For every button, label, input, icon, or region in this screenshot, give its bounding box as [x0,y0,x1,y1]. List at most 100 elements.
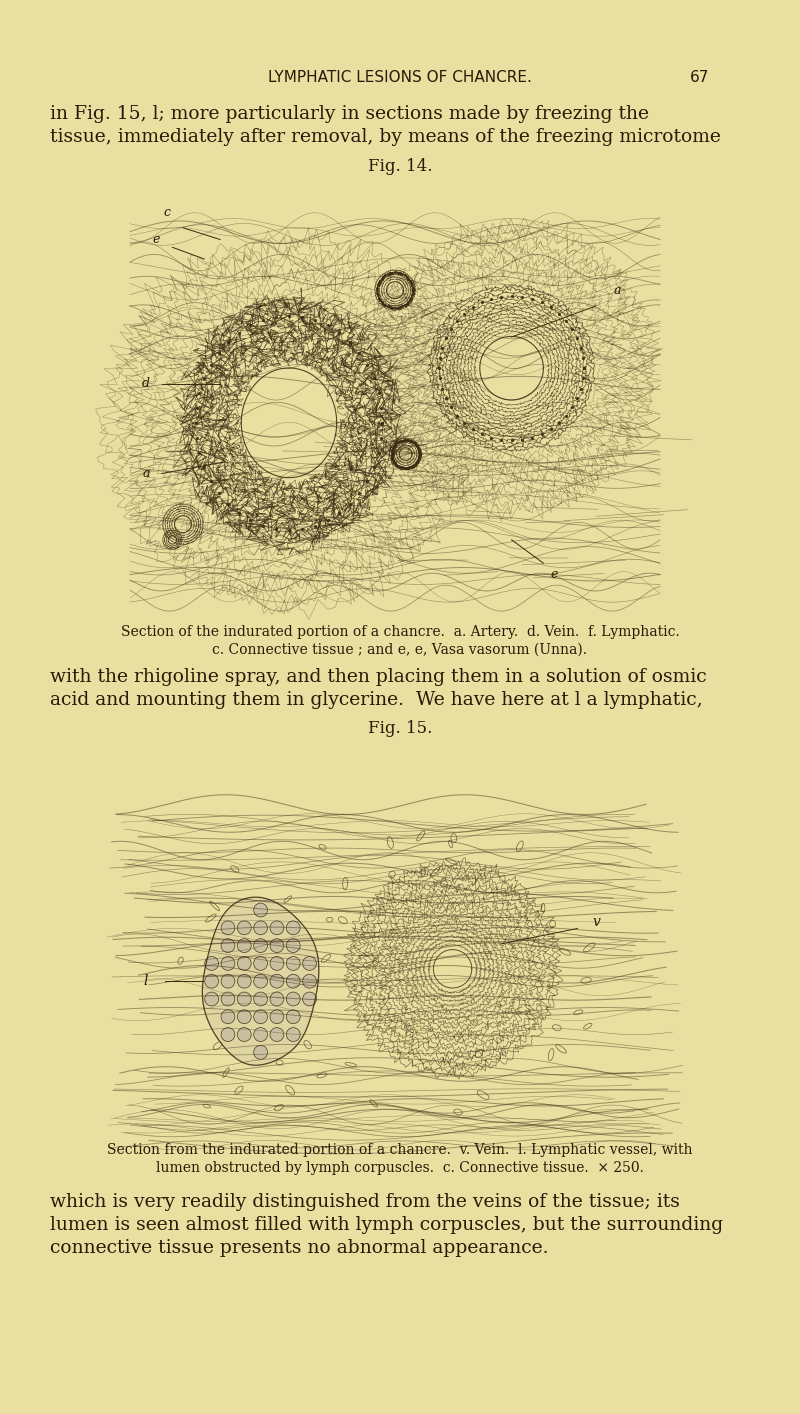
Text: c: c [163,205,170,219]
Circle shape [445,960,453,967]
Text: Fig. 14.: Fig. 14. [368,158,432,175]
Circle shape [254,1045,267,1059]
Circle shape [448,969,455,976]
Circle shape [459,976,465,983]
Ellipse shape [581,977,591,983]
Ellipse shape [430,867,439,877]
Text: a: a [142,467,150,479]
Circle shape [455,957,462,964]
Circle shape [286,993,300,1005]
Circle shape [270,1028,284,1042]
Ellipse shape [550,921,555,928]
Ellipse shape [583,1024,592,1029]
Ellipse shape [235,1086,243,1094]
Circle shape [254,956,267,970]
Polygon shape [174,516,191,533]
Text: with the rhigoline spray, and then placing them in a solution of osmic: with the rhigoline spray, and then placi… [50,667,706,686]
Ellipse shape [406,1025,414,1032]
Text: 67: 67 [690,71,710,85]
Polygon shape [480,337,543,400]
Circle shape [221,956,235,970]
Ellipse shape [387,837,394,848]
Circle shape [221,974,235,988]
Text: Section from the indurated portion of a chancre.  v. Vein.  l. Lymphatic vessel,: Section from the indurated portion of a … [107,1143,693,1157]
Circle shape [254,974,267,988]
Ellipse shape [574,1010,582,1015]
Ellipse shape [451,834,457,843]
Circle shape [254,921,267,935]
Circle shape [238,921,251,935]
Circle shape [205,993,218,1005]
Ellipse shape [421,868,426,877]
Circle shape [205,956,218,970]
Circle shape [270,921,284,935]
Text: tissue, immediately after removal, by means of the freezing microtome: tissue, immediately after removal, by me… [50,129,721,146]
Circle shape [205,974,218,988]
Circle shape [302,974,317,988]
Text: e: e [153,233,160,246]
Ellipse shape [446,858,457,864]
Ellipse shape [230,865,239,872]
Ellipse shape [274,1104,283,1111]
Ellipse shape [345,1062,357,1066]
Text: a: a [614,284,622,297]
Circle shape [450,966,457,973]
Ellipse shape [203,1104,210,1109]
Text: which is very readily distinguished from the veins of the tissue; its: which is very readily distinguished from… [50,1193,680,1210]
Circle shape [440,957,446,963]
Text: v: v [593,915,601,929]
Circle shape [254,993,267,1005]
Polygon shape [386,281,403,298]
Ellipse shape [475,1049,483,1058]
Ellipse shape [286,1086,294,1094]
Text: lumen obstructed by lymph corpuscles.  c. Connective tissue.  × 250.: lumen obstructed by lymph corpuscles. c.… [156,1161,644,1175]
Circle shape [221,939,235,953]
Ellipse shape [556,1045,566,1053]
Circle shape [286,1010,300,1024]
Circle shape [270,993,284,1005]
Circle shape [286,921,300,935]
Circle shape [302,993,317,1005]
Circle shape [270,956,284,970]
Polygon shape [168,536,177,544]
Ellipse shape [441,881,447,887]
Ellipse shape [560,949,570,956]
Circle shape [254,904,267,916]
Circle shape [286,956,300,970]
Circle shape [254,1028,267,1042]
Ellipse shape [553,1025,562,1031]
Circle shape [459,971,467,978]
Circle shape [270,974,284,988]
Circle shape [221,1028,235,1042]
Polygon shape [399,448,412,461]
Ellipse shape [542,904,545,912]
Circle shape [221,921,235,935]
Ellipse shape [322,954,330,963]
Circle shape [238,956,251,970]
Ellipse shape [206,913,216,922]
Circle shape [221,1010,235,1024]
Circle shape [302,956,317,970]
Circle shape [238,1010,251,1024]
Circle shape [286,939,300,953]
Ellipse shape [276,1060,283,1065]
Circle shape [270,1010,284,1024]
Circle shape [238,974,251,988]
Ellipse shape [178,957,183,964]
Ellipse shape [210,901,220,911]
Polygon shape [202,896,319,1065]
Text: e: e [550,568,558,581]
Text: connective tissue presents no abnormal appearance.: connective tissue presents no abnormal a… [50,1239,549,1257]
Text: d: d [142,378,150,390]
Circle shape [270,939,284,953]
Ellipse shape [304,1041,311,1049]
Circle shape [221,993,235,1005]
Circle shape [254,939,267,953]
Ellipse shape [389,871,395,878]
Ellipse shape [319,844,326,850]
Ellipse shape [317,1073,327,1077]
Text: LYMPHATIC LESIONS OF CHANCRE.: LYMPHATIC LESIONS OF CHANCRE. [268,71,532,85]
Text: lumen is seen almost filled with lymph corpuscles, but the surrounding: lumen is seen almost filled with lymph c… [50,1216,723,1234]
Ellipse shape [373,957,378,967]
Ellipse shape [517,841,523,851]
